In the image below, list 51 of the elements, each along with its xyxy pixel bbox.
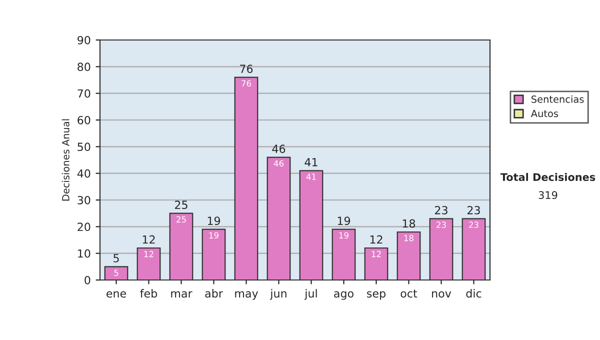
y-tick-label: 70: [78, 89, 90, 98]
y-tick-label: 40: [77, 169, 90, 178]
x-tick-label: jun: [270, 289, 286, 300]
data-label: 25: [176, 216, 186, 223]
annotation: 12: [142, 235, 155, 244]
x-tick-label: abr: [205, 289, 223, 298]
x-tick-label: may: [235, 291, 258, 300]
data-label: 19: [209, 232, 218, 239]
x-tick-label: nov: [432, 291, 452, 298]
y-tick-label: 60: [78, 116, 90, 124]
y-tick-label: 50: [78, 142, 90, 152]
legend-label: Sentencias: [532, 95, 584, 103]
data-label: 12: [372, 250, 381, 258]
annotation: 76: [240, 64, 253, 74]
data-label: 76: [242, 80, 252, 87]
x-tick-label: sep: [367, 291, 386, 300]
x-tick-label: ago: [334, 291, 354, 300]
y-tick-label: 10: [78, 249, 90, 258]
annotation: 19: [338, 216, 350, 226]
y-tick-label: 80: [78, 62, 90, 72]
text: 319: [538, 191, 558, 200]
y-axis-title: Decisiones Anual: [62, 119, 70, 201]
annotation: 12: [370, 235, 382, 244]
x-tick-label: oct: [400, 290, 418, 298]
x-tick-label: feb: [140, 289, 158, 298]
annotation: 18: [402, 219, 416, 228]
y-tick-label: 30: [78, 196, 90, 204]
x-tick-label: mar: [171, 291, 192, 298]
y-tick-label: 0: [84, 276, 90, 284]
data-label: 23: [436, 222, 446, 228]
x-tick-label: dic: [466, 289, 482, 298]
data-label: 19: [339, 232, 348, 239]
annotation: 23: [467, 206, 480, 214]
y-tick-label: 20: [78, 222, 90, 232]
x-tick-label: ene: [106, 291, 126, 298]
annotation: 46: [272, 144, 286, 154]
data-label: 23: [469, 222, 478, 228]
annotation: 23: [434, 206, 448, 214]
data-label: 12: [144, 250, 154, 258]
text: Total Decisiones: [500, 172, 596, 182]
y-tick-label: 90: [78, 36, 90, 44]
data-label: 5: [114, 270, 118, 276]
annotation: 41: [304, 158, 318, 166]
data-label: 41: [306, 174, 316, 180]
data-label: 18: [404, 234, 414, 242]
legend-label: Autos: [530, 110, 558, 118]
x-tick-label: jul: [304, 289, 317, 300]
annotation: 5: [114, 254, 119, 262]
annotation: 19: [208, 216, 220, 226]
annotation: 25: [174, 200, 188, 210]
data-label: 46: [274, 160, 284, 167]
